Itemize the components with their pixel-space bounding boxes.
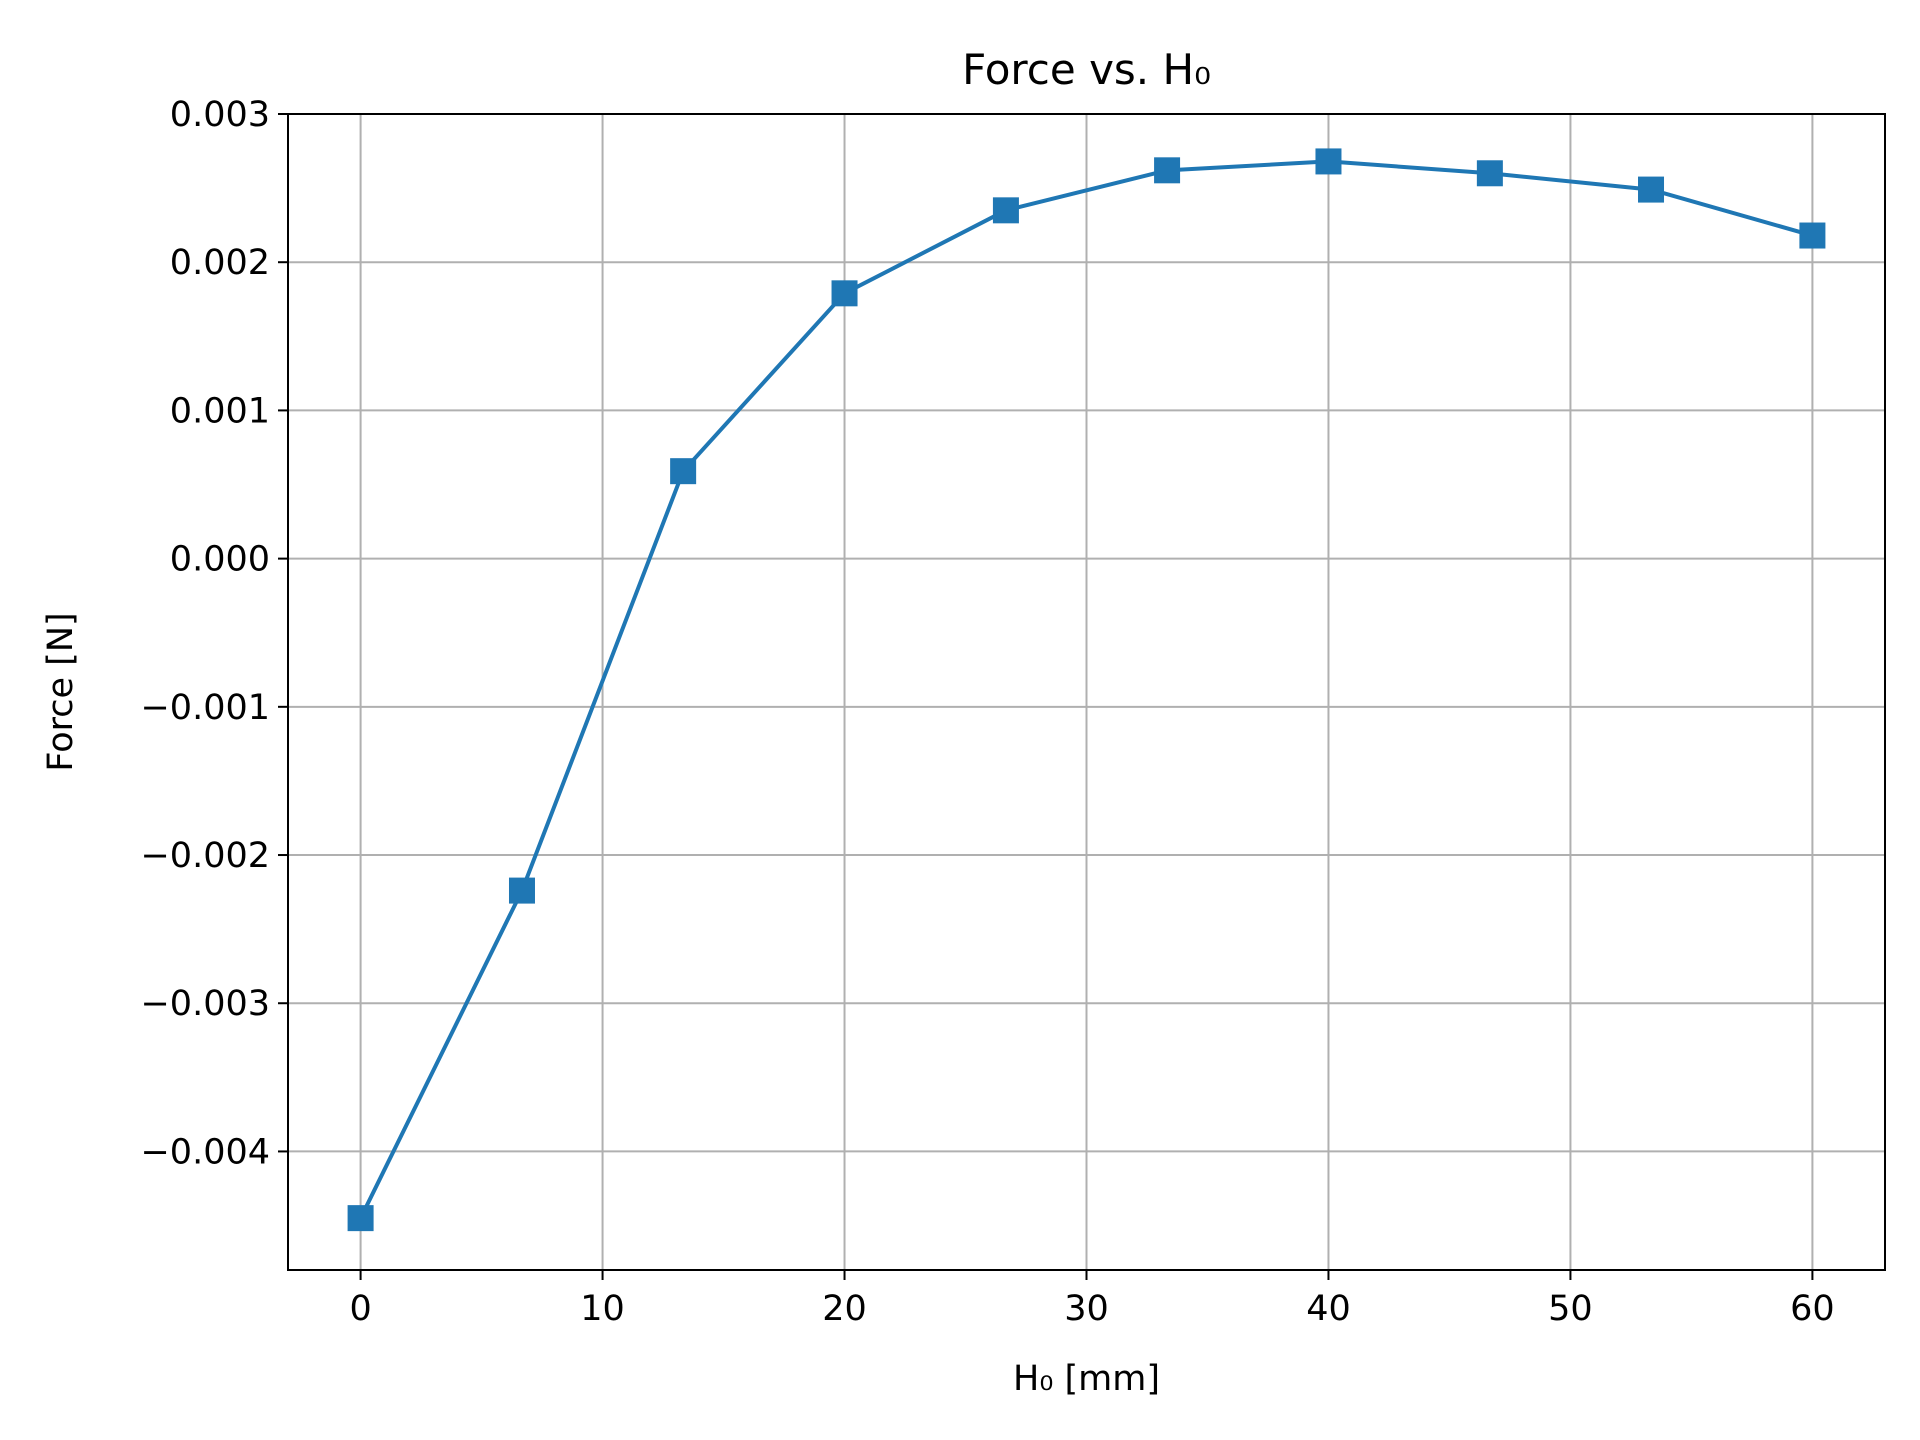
y-tick-label: 0.003 <box>170 95 270 135</box>
y-tick-label: −0.001 <box>140 688 270 728</box>
series-layer <box>347 148 1826 1232</box>
y-tick-label: 0.001 <box>170 391 270 431</box>
data-point-marker <box>1799 222 1826 249</box>
data-point-marker <box>1154 157 1181 184</box>
x-tick-label: 40 <box>1306 1289 1351 1329</box>
data-point-marker <box>347 1205 374 1232</box>
x-tick-label: 10 <box>580 1289 625 1329</box>
x-tick-label: 50 <box>1548 1289 1593 1329</box>
data-point-marker <box>1638 176 1665 203</box>
ticks: 0 10 20 30 40 50 60 −0.004 −0.003 −0.002 −0.001 0.0… <box>140 95 1834 1329</box>
y-tick-label: −0.003 <box>140 984 270 1024</box>
y-tick-label: 0.000 <box>170 540 270 580</box>
y-axis-title: Force [N] <box>41 612 81 771</box>
x-axis-title: H₀ [mm] <box>1013 1359 1160 1399</box>
data-point-marker <box>992 197 1019 224</box>
x-tick-label: 0 <box>349 1289 371 1329</box>
y-tick-label: 0.002 <box>170 243 270 283</box>
data-point-marker <box>1315 148 1342 175</box>
x-tick-label: 20 <box>822 1289 867 1329</box>
chart-title: Force vs. H₀ <box>962 45 1211 94</box>
data-point-marker <box>670 458 697 485</box>
data-point-marker <box>1476 160 1503 187</box>
y-tick-label: −0.002 <box>140 836 270 876</box>
y-tick-label: −0.004 <box>140 1132 270 1172</box>
x-tick-label: 30 <box>1064 1289 1109 1329</box>
x-tick-label: 60 <box>1790 1289 1835 1329</box>
series-line <box>358 159 1813 1220</box>
data-point-marker <box>831 280 858 307</box>
data-point-marker <box>508 877 535 904</box>
